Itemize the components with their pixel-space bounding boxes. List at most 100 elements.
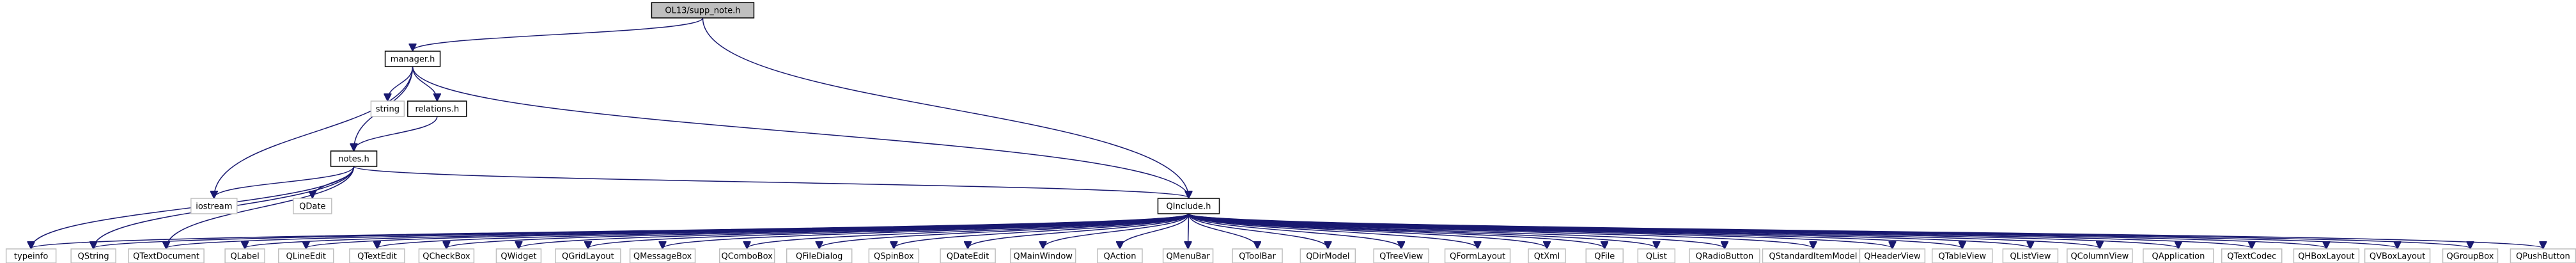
node-label-QtXml: QtXml	[1534, 252, 1560, 262]
node-box-QHeaderView	[1859, 248, 1926, 263]
node-label-QDate: QDate	[299, 202, 325, 212]
node-box-QHBoxLayout	[2293, 248, 2360, 263]
node-label-QMainWindow: QMainWindow	[1013, 252, 1073, 262]
edge-QInclude-to-QTextEdit	[377, 213, 1190, 248]
node-box-QString	[70, 248, 116, 263]
node-box-QPushButton	[2510, 248, 2576, 263]
node-QList: QList	[1637, 248, 1676, 263]
node-box-relations	[407, 100, 467, 117]
edge-QInclude-to-QString	[93, 213, 1190, 248]
node-box-QComboBox	[718, 248, 775, 263]
node-label-QMenuBar: QMenuBar	[1167, 252, 1211, 262]
node-label-QAction: QAction	[1103, 252, 1136, 262]
node-box-QMessageBox	[629, 248, 696, 263]
node-QDirModel: QDirModel	[1300, 248, 1356, 263]
node-label-string: string	[376, 105, 400, 115]
node-relations[interactable]: relations.h	[407, 100, 467, 117]
node-QAction: QAction	[1097, 248, 1143, 263]
node-box-QToolBar	[1232, 248, 1283, 263]
node-box-QLabel	[224, 248, 265, 263]
node-QLineEdit: QLineEdit	[278, 248, 334, 263]
node-box-QFormLayout	[1444, 248, 1511, 263]
node-QHeaderView: QHeaderView	[1859, 248, 1926, 263]
node-QString: QString	[70, 248, 116, 263]
node-QColumnView: QColumnView	[2067, 248, 2133, 263]
node-label-QTableView: QTableView	[1938, 252, 1986, 262]
node-box-QDate	[293, 198, 332, 214]
node-label-QTextEdit: QTextEdit	[357, 252, 397, 262]
node-box-QList	[1637, 248, 1676, 263]
node-label-QHeaderView: QHeaderView	[1864, 252, 1921, 262]
node-QListView: QListView	[2002, 248, 2059, 263]
node-QHBoxLayout: QHBoxLayout	[2293, 248, 2360, 263]
node-QInclude[interactable]: QInclude.h	[1157, 198, 1220, 214]
node-QMenuBar: QMenuBar	[1162, 248, 1214, 263]
node-QToolBar: QToolBar	[1232, 248, 1283, 263]
node-QApplication: QApplication	[2143, 248, 2214, 263]
edge-QInclude-to-QToolBar	[1188, 213, 1258, 248]
edge-QInclude-to-QMenuBar	[1188, 213, 1189, 248]
edge-QInclude-to-QTextDocument	[166, 213, 1190, 248]
node-label-notes: notes.h	[338, 155, 369, 164]
node-box-QTreeView	[1373, 248, 1429, 263]
node-box-QWidget	[495, 248, 542, 263]
node-label-typeinfo: typeinfo	[14, 252, 48, 262]
node-QMainWindow: QMainWindow	[1009, 248, 1076, 263]
node-box-QAction	[1097, 248, 1143, 263]
node-QFileDialog: QFileDialog	[786, 248, 853, 263]
edge-relations-to-notes	[354, 116, 438, 150]
node-box-QTableView	[1932, 248, 1993, 263]
node-label-QToolBar: QToolBar	[1239, 252, 1276, 262]
node-label-QPushButton: QPushButton	[2516, 252, 2570, 262]
node-label-QString: QString	[78, 252, 109, 262]
edge-root-to-manager	[413, 17, 704, 51]
node-label-QMessageBox: QMessageBox	[633, 252, 692, 262]
edge-notes-to-iostream	[214, 166, 355, 198]
node-root[interactable]: OL13/supp_note.h	[651, 2, 755, 19]
node-QCheckBox: QCheckBox	[418, 248, 475, 263]
edge-QInclude-to-QLineEdit	[306, 213, 1190, 248]
node-box-QTextCodec	[2221, 248, 2283, 263]
node-label-QDateEdit: QDateEdit	[947, 252, 989, 262]
node-box-QMainWindow	[1009, 248, 1076, 263]
node-string: string	[370, 100, 405, 117]
node-QDateEdit: QDateEdit	[940, 248, 996, 263]
node-label-QColumnView: QColumnView	[2070, 252, 2129, 262]
node-QMessageBox: QMessageBox	[629, 248, 696, 263]
node-QComboBox: QComboBox	[718, 248, 775, 263]
node-label-QSpinBox: QSpinBox	[874, 252, 914, 262]
node-QTextEdit: QTextEdit	[349, 248, 405, 263]
node-box-QLineEdit	[278, 248, 334, 263]
node-QVBoxLayout: QVBoxLayout	[2364, 248, 2431, 263]
node-label-QFile: QFile	[1594, 252, 1615, 262]
node-label-iostream: iostream	[196, 202, 232, 212]
node-QWidget: QWidget	[495, 248, 542, 263]
node-label-QTreeView: QTreeView	[1379, 252, 1424, 262]
node-box-iostream	[190, 198, 238, 214]
node-box-QColumnView	[2067, 248, 2133, 263]
edge-QInclude-to-QFormLayout	[1188, 213, 1478, 248]
node-QSpinBox: QSpinBox	[868, 248, 920, 263]
edge-notes-to-QInclude	[353, 166, 1189, 198]
node-box-QtXml	[1528, 248, 1566, 263]
node-label-QDirModel: QDirModel	[1306, 252, 1349, 262]
edge-QInclude-to-QList	[1188, 213, 1657, 248]
node-label-QGroupBox: QGroupBox	[2447, 252, 2494, 262]
node-QDate: QDate	[293, 198, 332, 214]
node-box-QVBoxLayout	[2364, 248, 2431, 263]
node-box-typeinfo	[5, 248, 57, 263]
node-label-QGridLayout: QGridLayout	[562, 252, 614, 262]
node-label-QCheckBox: QCheckBox	[423, 252, 470, 262]
edge-notes-to-QTextDocument	[166, 166, 355, 248]
node-label-QStandardItemModel: QStandardItemModel	[1769, 252, 1857, 262]
node-box-QCheckBox	[418, 248, 475, 263]
edge-QInclude-to-QPushButton	[1188, 213, 2543, 248]
node-QtXml: QtXml	[1528, 248, 1566, 263]
node-QFile: QFile	[1585, 248, 1624, 263]
node-QTextDocument: QTextDocument	[128, 248, 205, 263]
node-QLabel: QLabel	[224, 248, 265, 263]
node-manager[interactable]: manager.h	[384, 51, 441, 67]
edge-QInclude-to-QMainWindow	[1043, 213, 1190, 248]
node-notes[interactable]: notes.h	[330, 150, 378, 167]
node-label-QHBoxLayout: QHBoxLayout	[2298, 252, 2354, 262]
